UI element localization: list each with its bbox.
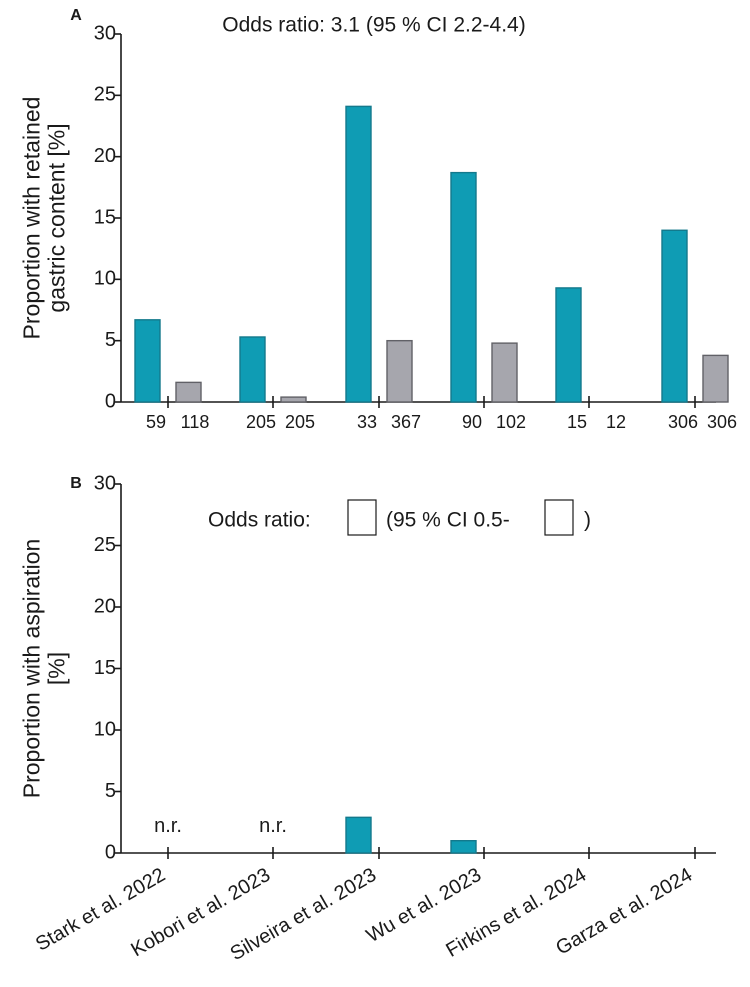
panel-b: B 0 5 10 15 20 25 30 Proportion with aspiration[… [18,472,716,965]
sample-size-label: 306 [668,412,698,432]
sample-size-label: 306 [707,412,737,432]
chart-title-close: ) [584,509,591,532]
bar-series-1-1 [239,336,266,403]
bar-series-1-3 [450,840,477,854]
y-tick-label: 0 [105,841,116,863]
y-tick-label: 15 [94,657,116,679]
y-tick-label: 5 [105,780,116,802]
bar-series-1-2 [345,816,372,854]
bar-series-1-4 [555,287,582,403]
sample-size-label: 33 [357,412,377,432]
bar-series-2-5 [702,354,729,403]
y-axis-label-line: [%] [44,652,70,685]
bar-series-1-5 [661,229,688,403]
y-tick-label: 30 [94,22,116,44]
y-tick-label: 15 [94,206,116,228]
panel-a: A 0 5 10 15 20 25 30 Proportion with retainedgas… [18,7,737,432]
bar-series-2-2 [386,339,413,403]
bar-series-2-0 [175,381,202,403]
panel-label: A [70,7,82,24]
y-tick-label: 5 [105,329,116,351]
bar-series-1-3 [450,171,477,403]
panel-label: B [70,475,82,492]
blank-value-box [347,499,377,536]
sample-size-label: 205 [285,412,315,432]
sample-size-label: 90 [462,412,482,432]
sample-size-label: 15 [567,412,587,432]
sample-size-label: 12 [606,412,626,432]
y-axis-label: Proportion with aspiration[%] [18,539,69,799]
y-tick-label: 20 [94,595,116,617]
y-tick-label: 20 [94,145,116,167]
chart-title: Odds ratio: [208,509,311,532]
chart-title: Odds ratio: 3.1 (95 % CI 2.2-4.4) [222,14,525,37]
y-axis-label-line: Proportion with retained [18,97,44,340]
y-axis-label-line: gastric content [%] [44,123,70,312]
bar-series-2-3 [491,342,518,403]
y-tick-label: 0 [105,390,116,412]
sample-size-label: 102 [496,412,526,432]
y-tick-label: 10 [94,718,116,740]
not-reported-annotation: n.r. [259,815,287,837]
y-axis-label: Proportion with retainedgastric content … [18,97,69,340]
bar-series-1-2 [345,105,372,403]
blank-value-box [544,499,574,536]
not-reported-annotation: n.r. [154,815,182,837]
sample-size-label: 118 [181,412,210,432]
y-tick-label: 30 [94,472,116,494]
sample-size-label: 205 [246,412,276,432]
y-axis-label-line: Proportion with aspiration [18,539,44,799]
y-tick-label: 25 [94,84,116,106]
bar-series-1-0 [134,319,161,403]
bar-series-2-1 [280,396,307,403]
y-tick-label: 25 [94,534,116,556]
chart-title-ci: (95 % CI 0.5- [386,509,510,532]
sample-size-label: 59 [146,412,166,432]
sample-size-label: 367 [391,412,421,432]
y-tick-label: 10 [94,268,116,290]
